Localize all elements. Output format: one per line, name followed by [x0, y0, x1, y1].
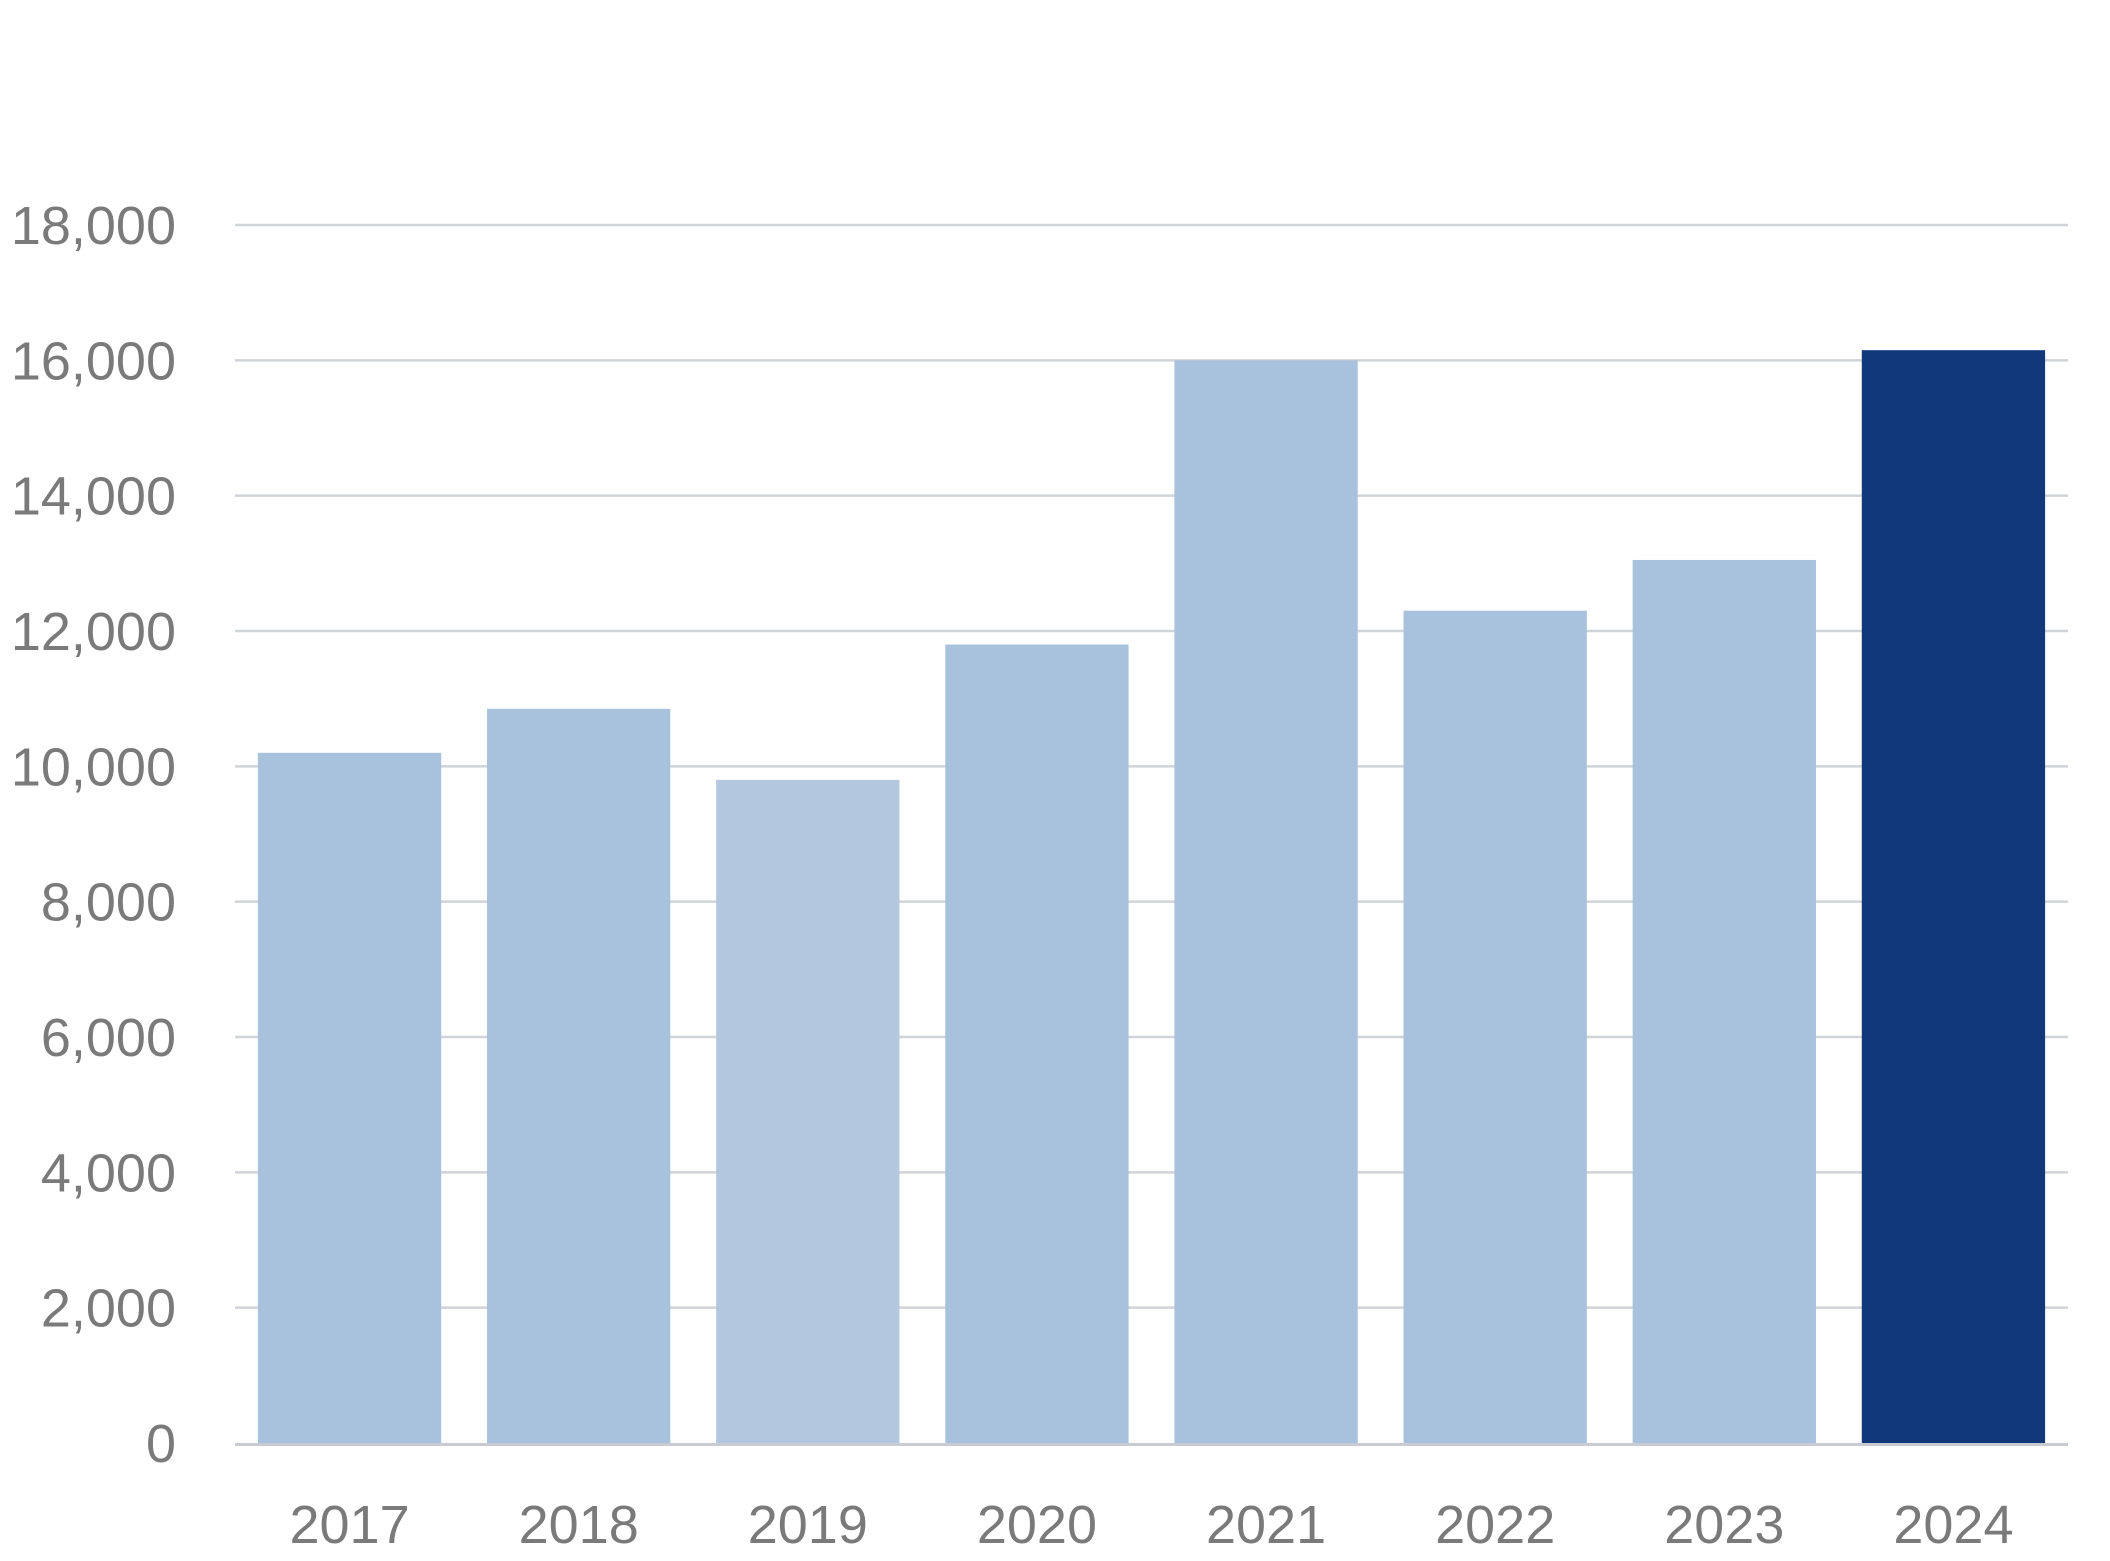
bar-2024 [1861, 350, 2046, 1443]
x-category-label: 2023 [1664, 1495, 1784, 1555]
x-category-label: 2024 [1893, 1495, 2013, 1555]
y-tick-label: 2,000 [41, 1279, 176, 1339]
x-category-label: 2022 [1435, 1495, 1555, 1555]
y-tick-label: 18,000 [11, 196, 176, 256]
x-category-label: 2018 [519, 1495, 639, 1555]
y-tick-label: 12,000 [11, 602, 176, 662]
bar-2022 [1403, 610, 1587, 1443]
x-category-label: 2017 [289, 1495, 409, 1555]
x-axis-category-labels: 2017 2018 2019 2020 2021 2022 2023 2024 [289, 1495, 2013, 1555]
bar-2018 [487, 708, 671, 1443]
bar-2019 [716, 779, 900, 1443]
y-tick-label: 16,000 [11, 331, 176, 391]
x-category-label: 2021 [1206, 1495, 1326, 1555]
y-tick-label: 4,000 [41, 1143, 176, 1203]
bar-2020 [945, 644, 1129, 1443]
bar-2017 [257, 752, 442, 1443]
bar-2021 [1174, 360, 1358, 1443]
y-tick-label: 10,000 [11, 737, 176, 797]
bars [257, 350, 2046, 1443]
y-tick-label: 14,000 [11, 467, 176, 527]
x-category-label: 2019 [748, 1495, 868, 1555]
y-tick-label: 6,000 [41, 1008, 176, 1068]
y-axis-tick-labels: 0 2,000 4,000 6,000 8,000 10,000 12,000 14,000 1… [11, 196, 176, 1474]
y-tick-label: 8,000 [41, 873, 176, 933]
y-tick-label: 0 [146, 1414, 176, 1474]
bar-2023 [1632, 559, 1816, 1443]
x-category-label: 2020 [977, 1495, 1097, 1555]
